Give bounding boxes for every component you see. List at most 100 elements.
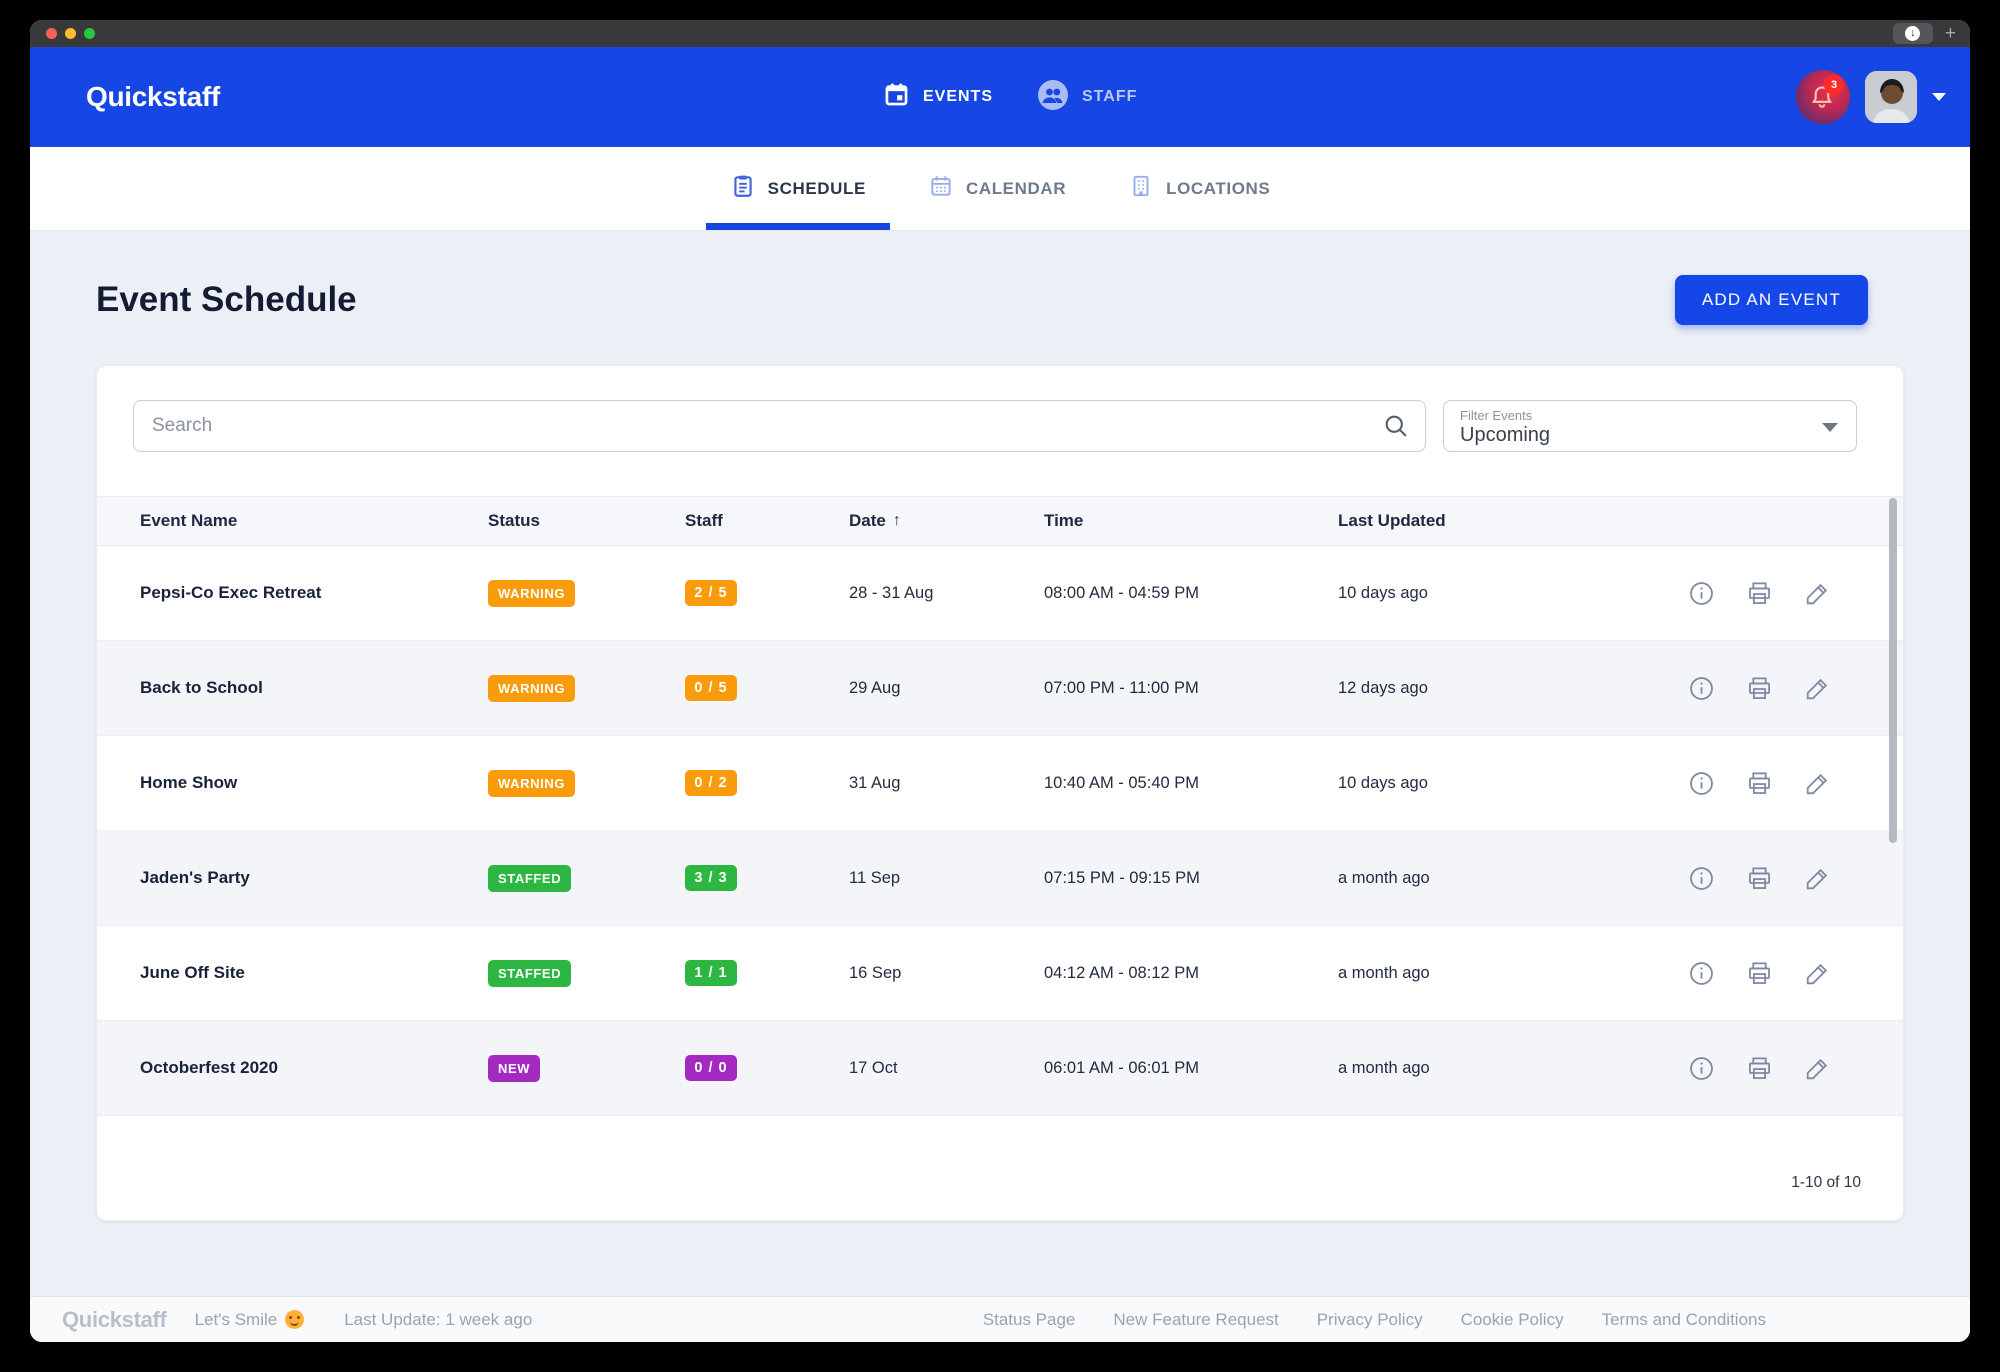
tab-calendar-label: CALENDAR bbox=[965, 178, 1067, 198]
info-icon[interactable] bbox=[1688, 675, 1715, 702]
new-tab-button[interactable]: + bbox=[1944, 22, 1956, 44]
info-icon[interactable] bbox=[1688, 580, 1715, 607]
filter-events-dropdown[interactable]: Filter Events Upcoming bbox=[1443, 400, 1857, 452]
download-icon: ↓ bbox=[1905, 26, 1921, 41]
print-icon[interactable] bbox=[1746, 770, 1773, 797]
col-staff[interactable]: Staff bbox=[685, 511, 723, 530]
tab-bar: SCHEDULE CALENDAR bbox=[30, 147, 1970, 231]
col-status[interactable]: Status bbox=[488, 511, 540, 530]
col-date-label: Date bbox=[849, 511, 886, 530]
event-time: 07:00 PM - 11:00 PM bbox=[1044, 678, 1199, 697]
footer-link-new-feature-request[interactable]: New Feature Request bbox=[1113, 1309, 1279, 1329]
col-time[interactable]: Time bbox=[1044, 511, 1084, 530]
staff-count-badge: 1 / 1 bbox=[685, 960, 737, 986]
filter-value: Upcoming bbox=[1460, 424, 1551, 446]
staff-count-badge: 0 / 2 bbox=[685, 770, 737, 796]
edit-icon[interactable] bbox=[1804, 960, 1831, 987]
status-badge: NEW bbox=[488, 1054, 541, 1082]
notifications-button[interactable]: 3 bbox=[1796, 70, 1850, 124]
nav-events-label: EVENTS bbox=[922, 88, 994, 105]
minimize-window-button[interactable] bbox=[65, 28, 76, 39]
page-title: Event Schedule bbox=[96, 280, 357, 319]
search-icon bbox=[1382, 412, 1410, 445]
info-icon[interactable] bbox=[1688, 960, 1715, 987]
status-badge: WARNING bbox=[488, 769, 576, 797]
footer-link-status-page[interactable]: Status Page bbox=[982, 1309, 1076, 1329]
download-button[interactable]: ↓ bbox=[1892, 23, 1933, 44]
events-table: Event Name Status Staff Date ↑ Time Last… bbox=[97, 496, 1903, 1146]
info-icon[interactable] bbox=[1688, 1055, 1715, 1082]
print-icon[interactable] bbox=[1746, 580, 1773, 607]
smile-emoji bbox=[285, 1310, 305, 1329]
footer-link-cookie-policy[interactable]: Cookie Policy bbox=[1460, 1309, 1564, 1329]
footer-links: Status Page New Feature Request Privacy … bbox=[983, 1310, 1766, 1330]
staff-count-badge: 2 / 5 bbox=[685, 580, 737, 606]
edit-icon[interactable] bbox=[1804, 580, 1831, 607]
edit-icon[interactable] bbox=[1804, 675, 1831, 702]
avatar-photo bbox=[1865, 71, 1917, 123]
sort-ascending-icon: ↑ bbox=[892, 512, 901, 529]
footer-link-terms[interactable]: Terms and Conditions bbox=[1601, 1309, 1766, 1329]
brand-logo[interactable]: Quickstaff bbox=[86, 81, 220, 112]
event-name: Octoberfest 2020 bbox=[140, 1058, 278, 1077]
search-box bbox=[133, 400, 1426, 452]
col-last-updated[interactable]: Last Updated bbox=[1338, 511, 1446, 530]
scrollbar-thumb[interactable] bbox=[1889, 498, 1897, 843]
clipboard-icon bbox=[730, 173, 756, 204]
tab-locations[interactable]: LOCATIONS bbox=[1128, 147, 1270, 230]
edit-icon[interactable] bbox=[1804, 865, 1831, 892]
search-input[interactable] bbox=[133, 400, 1426, 452]
event-date: 11 Sep bbox=[849, 868, 901, 887]
add-event-button[interactable]: ADD AN EVENT bbox=[1674, 275, 1868, 325]
table-body: Pepsi-Co Exec Retreat WARNING 2 / 5 28 -… bbox=[97, 546, 1903, 1146]
col-event-name[interactable]: Event Name bbox=[140, 511, 238, 530]
table-row: Pepsi-Co Exec Retreat WARNING 2 / 5 28 -… bbox=[97, 546, 1903, 641]
event-date: 28 - 31 Aug bbox=[849, 583, 934, 602]
event-date: 16 Sep bbox=[849, 963, 902, 982]
event-date: 17 Oct bbox=[849, 1058, 898, 1077]
info-icon[interactable] bbox=[1688, 770, 1715, 797]
footer-link-privacy-policy[interactable]: Privacy Policy bbox=[1316, 1309, 1423, 1329]
account-menu-caret-icon[interactable] bbox=[1932, 93, 1946, 101]
event-last-updated: a month ago bbox=[1338, 963, 1430, 982]
print-icon[interactable] bbox=[1746, 675, 1773, 702]
zoom-window-button[interactable] bbox=[84, 28, 95, 39]
event-time: 08:00 AM - 04:59 PM bbox=[1044, 583, 1200, 602]
table-row: Octoberfest 2020 NEW 0 / 0 17 Oct 06:01 … bbox=[97, 1021, 1903, 1116]
building-icon bbox=[1128, 173, 1154, 204]
primary-nav: EVENTS STAFF bbox=[883, 47, 1137, 147]
app-header: Quickstaff EVENTS bbox=[30, 47, 1970, 147]
event-last-updated: 12 days ago bbox=[1338, 678, 1428, 697]
event-time: 10:40 AM - 05:40 PM bbox=[1044, 773, 1200, 792]
col-date[interactable]: Date ↑ bbox=[842, 511, 1037, 531]
status-badge: WARNING bbox=[488, 579, 576, 607]
tab-calendar[interactable]: CALENDAR bbox=[928, 147, 1066, 230]
status-badge: WARNING bbox=[488, 674, 576, 702]
info-icon[interactable] bbox=[1688, 865, 1715, 892]
vertical-scrollbar bbox=[1889, 498, 1897, 1144]
print-icon[interactable] bbox=[1746, 960, 1773, 987]
chevron-down-icon bbox=[1822, 423, 1838, 432]
notification-badge: 3 bbox=[1824, 75, 1844, 95]
event-name: Home Show bbox=[140, 773, 238, 792]
print-icon[interactable] bbox=[1746, 1055, 1773, 1082]
nav-staff[interactable]: STAFF bbox=[1037, 79, 1137, 116]
tab-schedule[interactable]: SCHEDULE bbox=[705, 147, 891, 230]
avatar[interactable] bbox=[1865, 71, 1917, 123]
close-window-button[interactable] bbox=[46, 28, 57, 39]
tab-schedule-label: SCHEDULE bbox=[767, 178, 866, 198]
print-icon[interactable] bbox=[1746, 865, 1773, 892]
pagination: 1-10 of 10 bbox=[97, 1146, 1903, 1220]
calendar-icon bbox=[883, 81, 910, 113]
partial-table-row bbox=[97, 1116, 1903, 1146]
main-content: Event Schedule ADD AN EVENT Filter Event… bbox=[30, 231, 1970, 1296]
nav-staff-label: STAFF bbox=[1082, 88, 1138, 105]
edit-icon[interactable] bbox=[1804, 1055, 1831, 1082]
staff-count-badge: 0 / 5 bbox=[685, 675, 737, 701]
footer-brand-logo: Quickstaff bbox=[62, 1306, 167, 1332]
event-last-updated: 10 days ago bbox=[1338, 583, 1428, 602]
status-badge: STAFFED bbox=[488, 864, 572, 892]
edit-icon[interactable] bbox=[1804, 770, 1831, 797]
pagination-range: 1-10 of 10 bbox=[1791, 1174, 1861, 1191]
nav-events[interactable]: EVENTS bbox=[883, 81, 993, 113]
